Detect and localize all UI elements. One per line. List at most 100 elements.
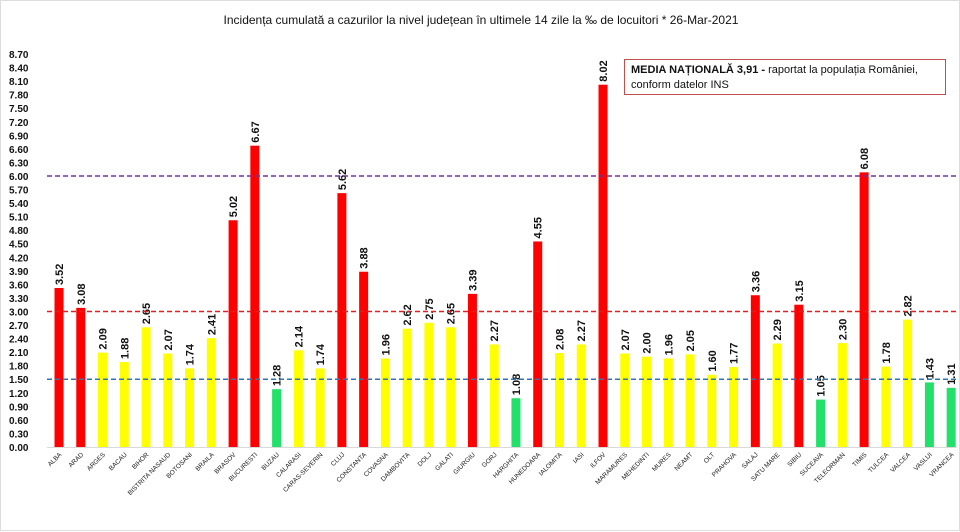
bar-mures — [663, 358, 673, 447]
national-average-label: MEDIA NAȚIONALĂ 3,91 - — [631, 64, 766, 76]
bar-calarasi — [293, 350, 303, 447]
bar-dolj — [424, 322, 434, 447]
x-tick-label: ALBA — [47, 451, 64, 468]
data-label: 2.82 — [903, 295, 915, 316]
data-label: 1.74 — [315, 343, 327, 365]
data-label: 1.28 — [272, 365, 284, 386]
bar-ialomita — [554, 353, 564, 447]
bar-caras-severin — [315, 368, 325, 447]
y-tick-label: 5.70 — [9, 186, 29, 197]
data-label: 1.08 — [511, 374, 523, 395]
bar-bucuresti — [250, 145, 260, 447]
y-tick-label: 1.20 — [9, 389, 29, 400]
y-tick-label: 7.80 — [9, 91, 29, 102]
bar-harghita — [511, 398, 521, 447]
y-tick-label: 1.50 — [9, 375, 29, 386]
y-tick-label: 7.20 — [9, 118, 29, 129]
x-tick-label: BACAU — [108, 451, 129, 472]
y-tick-label: 3.00 — [9, 307, 29, 318]
data-label: 3.08 — [76, 283, 88, 304]
data-label: 2.07 — [163, 329, 175, 350]
bar-bihor — [141, 327, 151, 447]
data-label: 5.62 — [337, 169, 349, 190]
y-tick-label: 8.40 — [9, 64, 29, 75]
x-tick-label: SALAJ — [741, 451, 760, 470]
bar-vaslui — [924, 382, 934, 447]
y-tick-label: 3.90 — [9, 267, 29, 278]
bar-braila — [206, 338, 216, 447]
x-tick-label: IASI — [572, 451, 586, 465]
bar-mehedinti — [642, 356, 652, 447]
bar-cluj — [337, 193, 347, 447]
bar-neamt — [685, 354, 695, 447]
data-label: 3.88 — [359, 247, 371, 268]
bar-brasov — [228, 220, 238, 447]
bar-ilfov — [598, 84, 608, 448]
data-label: 1.88 — [119, 338, 131, 359]
x-tick-label: CLUJ — [330, 451, 346, 467]
x-tick-label: BRAILA — [194, 451, 216, 473]
data-label: 2.65 — [446, 303, 458, 324]
data-label: 1.74 — [185, 343, 197, 365]
bar-bistrita-nasaud — [163, 353, 173, 447]
y-tick-label: 5.10 — [9, 213, 29, 224]
bar-sibiu — [794, 304, 804, 447]
y-tick-label: 2.10 — [9, 348, 29, 359]
national-average-note: MEDIA NAȚIONALĂ 3,91 - raportat la popul… — [624, 59, 946, 95]
bar-hunedoara — [533, 241, 543, 447]
bar-tulcea — [881, 366, 891, 447]
data-label: 2.27 — [576, 320, 588, 341]
x-tick-label: ILFOV — [589, 451, 608, 470]
bar-teleorman — [837, 343, 847, 447]
data-label: 2.65 — [141, 303, 153, 324]
y-tick-label: 0.30 — [9, 429, 29, 440]
y-tick-label: 4.80 — [9, 226, 29, 237]
data-label: 6.08 — [859, 148, 871, 169]
y-tick-label: 4.50 — [9, 240, 29, 251]
data-label: 2.75 — [424, 298, 436, 319]
y-tick-label: 0.00 — [9, 443, 29, 454]
data-label: 3.39 — [467, 269, 479, 290]
data-label: 8.02 — [598, 60, 610, 81]
data-label: 2.29 — [772, 319, 784, 340]
data-label: 1.77 — [729, 343, 741, 364]
bar-gorj — [489, 344, 499, 447]
y-tick-label: 8.10 — [9, 77, 29, 88]
data-label: 3.36 — [750, 271, 762, 292]
bar-olt — [707, 374, 717, 447]
data-label: 4.55 — [533, 217, 545, 238]
data-label: 1.78 — [881, 342, 893, 363]
y-tick-label: 7.50 — [9, 104, 29, 115]
y-tick-label: 6.90 — [9, 131, 29, 142]
x-tick-label: TIMIS — [851, 451, 869, 469]
x-tick-label: IALOMITA — [538, 451, 565, 478]
x-tick-label: MURES — [651, 451, 673, 473]
x-tick-label: VASLUI — [913, 451, 934, 472]
y-tick-label: 6.30 — [9, 158, 29, 169]
y-tick-label: 2.40 — [9, 335, 29, 346]
y-tick-label: 8.70 — [9, 50, 29, 61]
x-tick-label: SIBIU — [786, 451, 803, 468]
x-tick-label: NEAMT — [673, 451, 694, 472]
y-tick-label: 6.60 — [9, 145, 29, 156]
y-tick-label: 0.60 — [9, 416, 29, 427]
bar-vrancea — [946, 387, 956, 447]
bar-alba — [54, 287, 64, 447]
data-label: 2.30 — [837, 319, 849, 340]
data-label: 1.43 — [924, 358, 936, 379]
data-label: 1.96 — [663, 334, 675, 355]
x-tick-label: ARGES — [86, 451, 108, 473]
x-tick-label: GIURGIU — [452, 451, 477, 476]
bar-giurgiu — [467, 293, 477, 447]
data-label: 2.14 — [293, 325, 305, 347]
bar-constanta — [359, 271, 369, 447]
y-tick-label: 1.80 — [9, 362, 29, 373]
data-label: 3.52 — [54, 264, 66, 285]
data-label: 1.05 — [816, 375, 828, 396]
y-tick-label: 5.40 — [9, 199, 29, 210]
y-tick-label: 2.70 — [9, 321, 29, 332]
x-tick-label: OLT — [703, 451, 717, 465]
data-label: 1.96 — [380, 334, 392, 355]
x-tick-label: TULCEA — [867, 451, 891, 475]
